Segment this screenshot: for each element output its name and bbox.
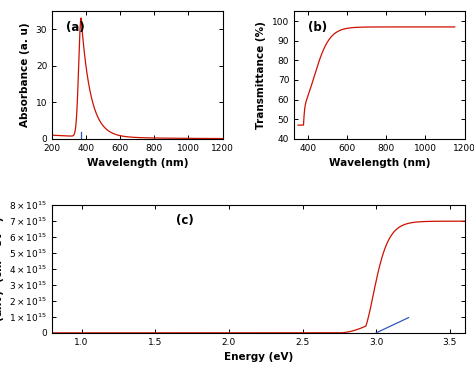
- X-axis label: Energy (eV): Energy (eV): [224, 352, 293, 362]
- X-axis label: Wavelength (nm): Wavelength (nm): [87, 158, 188, 168]
- Text: (b): (b): [308, 21, 327, 34]
- X-axis label: Wavelength (nm): Wavelength (nm): [328, 158, 430, 168]
- Y-axis label: Absorbance (a. u): Absorbance (a. u): [20, 23, 30, 128]
- Y-axis label: Transmittance (%): Transmittance (%): [256, 21, 266, 129]
- Y-axis label: (αhν)² (cm⁻² eV⁻²): (αhν)² (cm⁻² eV⁻²): [0, 217, 4, 321]
- Text: (a): (a): [66, 21, 84, 34]
- Text: (c): (c): [176, 214, 193, 227]
